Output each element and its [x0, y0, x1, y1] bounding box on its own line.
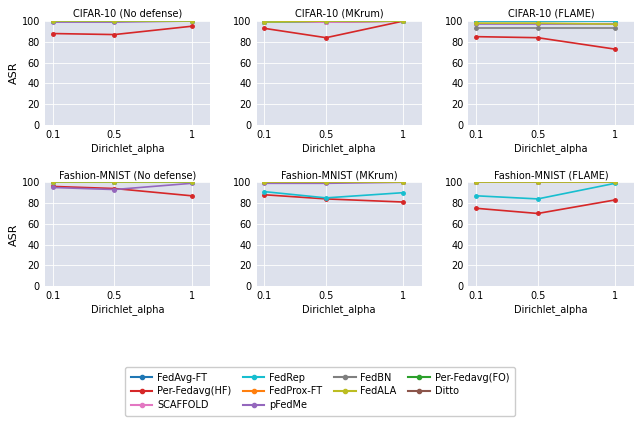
X-axis label: Dirichlet_alpha: Dirichlet_alpha — [303, 143, 376, 154]
Legend: FedAvg-FT, Per-Fedavg(HF), SCAFFOLD, FedRep, FedProx-FT, pFedMe, FedBN, FedALA, : FedAvg-FT, Per-Fedavg(HF), SCAFFOLD, Fed… — [125, 367, 515, 416]
Title: CIFAR-10 (MKrum): CIFAR-10 (MKrum) — [295, 9, 383, 19]
Title: CIFAR-10 (No defense): CIFAR-10 (No defense) — [73, 9, 182, 19]
X-axis label: Dirichlet_alpha: Dirichlet_alpha — [514, 143, 588, 154]
X-axis label: Dirichlet_alpha: Dirichlet_alpha — [91, 304, 164, 315]
Y-axis label: ASR: ASR — [9, 62, 19, 84]
X-axis label: Dirichlet_alpha: Dirichlet_alpha — [514, 304, 588, 315]
X-axis label: Dirichlet_alpha: Dirichlet_alpha — [91, 143, 164, 154]
Title: CIFAR-10 (FLAME): CIFAR-10 (FLAME) — [508, 9, 594, 19]
Title: Fashion-MNIST (MKrum): Fashion-MNIST (MKrum) — [281, 170, 397, 180]
Y-axis label: ASR: ASR — [9, 223, 19, 245]
Title: Fashion-MNIST (FLAME): Fashion-MNIST (FLAME) — [493, 170, 608, 180]
Title: Fashion-MNIST (No defense): Fashion-MNIST (No defense) — [59, 170, 196, 180]
X-axis label: Dirichlet_alpha: Dirichlet_alpha — [303, 304, 376, 315]
